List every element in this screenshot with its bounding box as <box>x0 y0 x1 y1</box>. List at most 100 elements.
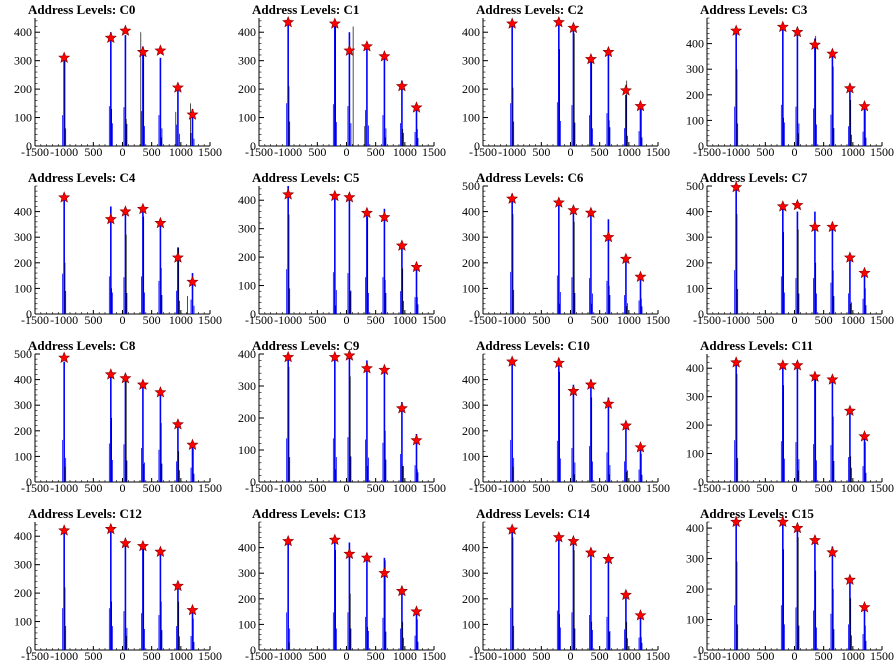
y-tick-label: 100 <box>238 111 256 125</box>
y-tick-label: 300 <box>238 379 256 393</box>
chart-panel-14: Address Levels: C14 0 100 200 300 400 -1500 -10… <box>448 504 672 672</box>
x-tick-label: 500 <box>84 649 102 663</box>
x-tick-label: 1000 <box>617 481 641 495</box>
y-tick-label: 0 <box>250 475 256 489</box>
star-marker <box>119 205 132 217</box>
y-tick-label: 300 <box>238 54 256 68</box>
chart-svg-14: Address Levels: C14 0 100 200 300 400 -1500 -10… <box>462 506 670 663</box>
y-tick-label: 300 <box>686 62 704 76</box>
x-tick-label: -1500 <box>245 313 273 327</box>
star-marker <box>791 198 804 211</box>
chart-title: Address Levels: C1 <box>252 2 359 17</box>
y-tick-label: 200 <box>238 592 256 606</box>
star-marker <box>808 38 821 50</box>
x-tick-label: 1500 <box>198 145 222 159</box>
star-marker <box>154 545 167 557</box>
x-tick-label: 500 <box>591 145 609 159</box>
star-marker <box>552 196 565 208</box>
chart-panel-1: Address Levels: C1 0 100 200 300 400 -1500 -100… <box>224 0 448 168</box>
star-marker <box>584 206 597 218</box>
x-tick-label: -1000 <box>50 313 78 327</box>
star-marker <box>410 101 423 113</box>
star-marker <box>506 17 519 29</box>
star-marker <box>136 539 149 552</box>
y-tick-label: 300 <box>238 566 256 580</box>
x-tick-label: 500 <box>815 649 833 663</box>
star-marker <box>634 270 647 282</box>
x-tick-label: 500 <box>532 145 550 159</box>
chart-svg-7: Address Levels: C7 0 100 200 300 400 500 -1500-… <box>686 170 894 327</box>
y-tick-label: 500 <box>14 347 32 361</box>
x-tick-label: 1000 <box>169 145 193 159</box>
star-marker <box>104 212 117 225</box>
y-tick-label: 400 <box>462 541 480 555</box>
star-marker <box>791 521 804 534</box>
star-marker <box>154 386 167 398</box>
chart-title: Address Levels: C15 <box>700 506 814 521</box>
y-tick-label: 100 <box>462 449 480 463</box>
chart-svg-3: Address Levels: C3 0 100 200 300 400 -1500 -100… <box>686 2 894 159</box>
x-tick-label: -1500 <box>693 649 721 663</box>
star-marker <box>730 24 743 36</box>
x-tick-label: 1000 <box>169 481 193 495</box>
y-tick-label: 200 <box>686 418 704 432</box>
x-tick-label: 1000 <box>393 649 417 663</box>
x-tick-label: 500 <box>756 313 774 327</box>
chart-svg-1: Address Levels: C1 0 100 200 300 400 -1500 -100… <box>238 2 446 159</box>
x-tick-label: -1000 <box>50 481 78 495</box>
star-marker <box>282 534 295 547</box>
x-tick-label: 1000 <box>841 649 865 663</box>
x-tick-label: 0 <box>568 481 574 495</box>
star-marker <box>602 45 615 58</box>
x-tick-label: 0 <box>792 481 798 495</box>
star-marker <box>826 47 839 59</box>
x-tick-label: -1500 <box>693 481 721 495</box>
y-tick-label: 400 <box>238 25 256 39</box>
star-marker <box>104 31 117 44</box>
star-marker <box>328 17 341 29</box>
star-marker <box>730 356 743 368</box>
star-marker <box>410 605 423 617</box>
x-tick-label: -1000 <box>274 649 302 663</box>
x-tick-label: 500 <box>815 145 833 159</box>
x-tick-label: 1500 <box>870 313 894 327</box>
x-tick-label: -1500 <box>245 481 273 495</box>
chart-svg-8: Address Levels: C8 0 100 200 300 400 500 -1500-… <box>14 338 222 495</box>
star-marker <box>567 21 580 34</box>
star-marker <box>282 188 295 200</box>
star-marker <box>104 522 117 535</box>
star-marker <box>843 573 856 586</box>
star-marker <box>552 15 565 28</box>
chart-panel-10: Address Levels: C10 0 100 200 300 400 -1500 -10… <box>448 336 672 504</box>
x-tick-label: -1000 <box>498 481 526 495</box>
chart-title: Address Levels: C12 <box>28 506 142 521</box>
y-tick-label: 400 <box>14 529 32 543</box>
x-tick-label: 1000 <box>169 313 193 327</box>
star-marker <box>343 44 356 56</box>
y-tick-label: 400 <box>686 521 704 535</box>
y-tick-label: 0 <box>26 643 32 657</box>
y-tick-label: 400 <box>686 361 704 375</box>
star-marker <box>808 220 821 233</box>
star-marker <box>395 402 408 414</box>
x-tick-label: 0 <box>120 145 126 159</box>
star-marker <box>360 40 373 52</box>
x-tick-label: 500 <box>756 649 774 663</box>
y-tick-label: 0 <box>698 139 704 153</box>
y-tick-label: 0 <box>698 475 704 489</box>
y-tick-label: 200 <box>14 424 32 438</box>
star-marker <box>136 45 149 58</box>
chart-panel-15: Address Levels: C15 0 100 200 300 400 -1500 -10… <box>672 504 896 672</box>
x-tick-label: 500 <box>591 313 609 327</box>
star-marker <box>328 350 341 363</box>
x-tick-label: -1000 <box>722 313 750 327</box>
y-tick-label: 100 <box>238 279 256 293</box>
y-tick-label: 400 <box>238 193 256 207</box>
x-tick-label: 500 <box>308 313 326 327</box>
star-marker <box>395 584 408 597</box>
chart-panel-12: Address Levels: C12 0 100 200 300 400 -1500 -10… <box>0 504 224 672</box>
star-marker <box>119 537 132 549</box>
x-tick-label: 0 <box>344 649 350 663</box>
chart-title: Address Levels: C10 <box>476 338 590 353</box>
chart-title: Address Levels: C4 <box>28 170 136 185</box>
